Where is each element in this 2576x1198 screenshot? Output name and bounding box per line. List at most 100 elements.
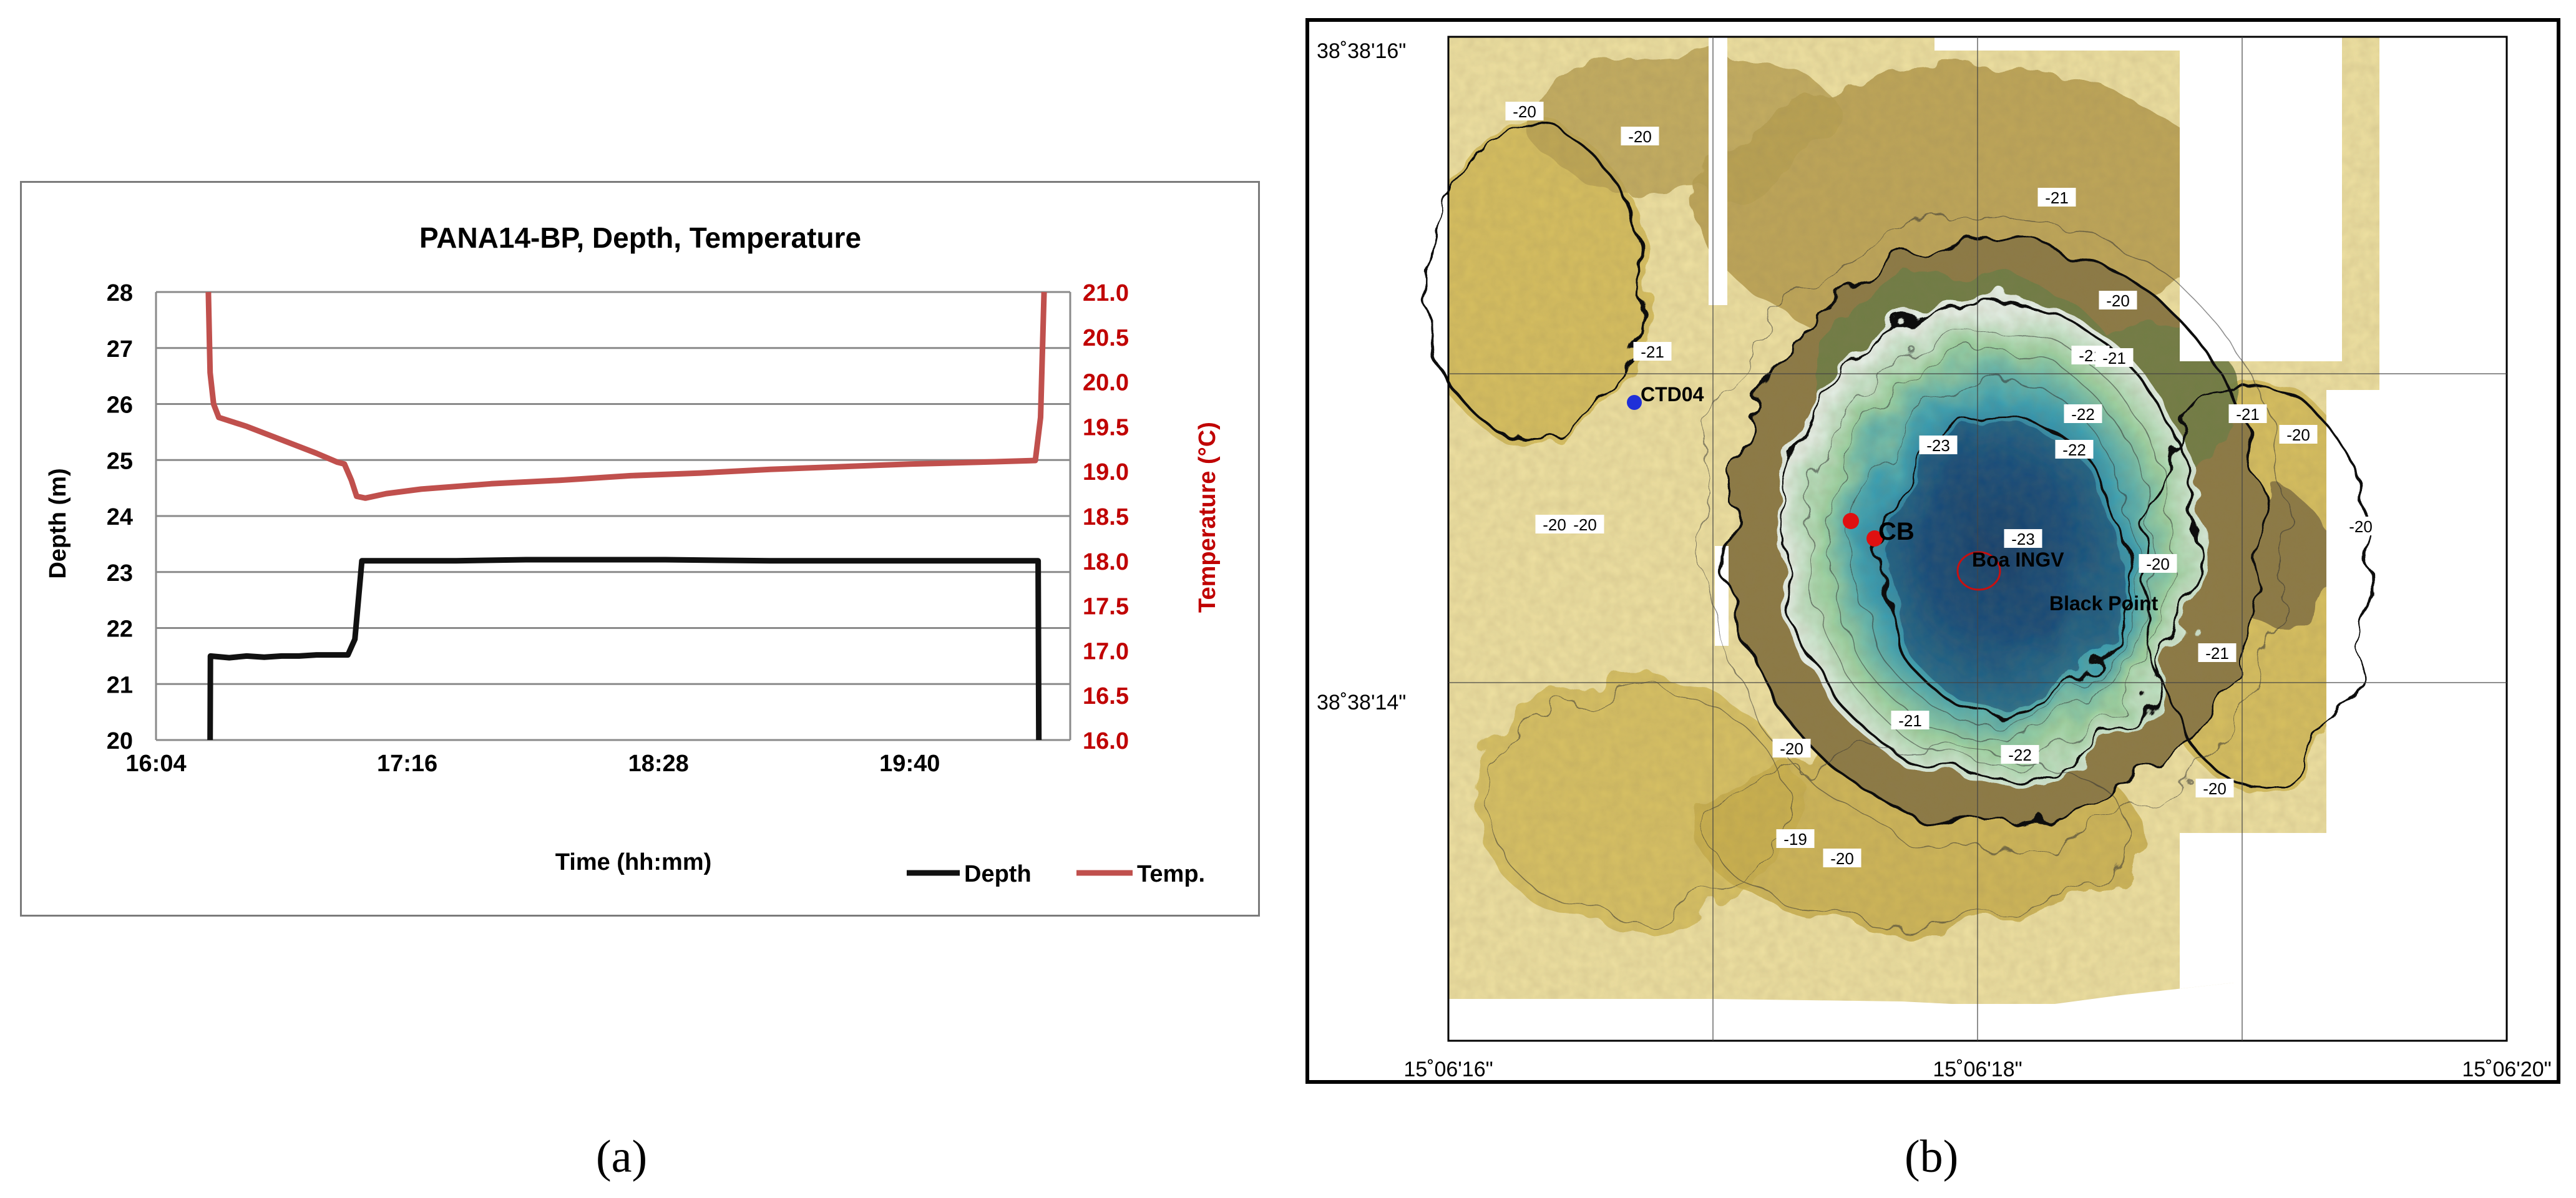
x-axis-label: Time (hh:mm) (555, 849, 712, 875)
contour-label: -21 (2045, 188, 2069, 207)
right-axis-ticks: 16.0 16.5 17.0 17.5 18.0 18.5 19.0 19.5 20.0 20.5… (1083, 280, 1129, 754)
legend: Depth Temp. (907, 861, 1205, 887)
y2-tick-label: 17.5 (1083, 594, 1129, 620)
contour-label: -20 (1628, 127, 1652, 146)
contour-label: -20 (1513, 102, 1536, 121)
y-tick-label: 27 (107, 336, 133, 363)
y-tick-label: 25 (107, 448, 133, 474)
contour-label: -20 (1573, 515, 1597, 534)
contour-label: -19 (1783, 830, 1807, 849)
series-line-temp (205, 291, 1047, 501)
site-black-point: Black Point (2049, 592, 2159, 615)
lon-label-right: 15˚06'20" (2462, 1058, 2551, 1080)
x-tick-label: 18:28 (628, 751, 689, 777)
x-tick-label: 17:16 (377, 751, 437, 777)
chart-panel-a: PANA14-BP, Depth, Temperature 20 21 22 23 24… (20, 181, 1260, 917)
series-line-depth (207, 557, 1042, 741)
contour-label: -21 (2236, 405, 2260, 424)
contour-label-box (2064, 404, 2102, 423)
y-tick-label: 22 (107, 616, 133, 643)
map-panel-b: 38˚38'16" 38˚38'14" 15˚06'16" 15˚06'18" … (1305, 18, 2560, 1084)
series-lines (205, 291, 1047, 741)
caption-b: (b) (1905, 1131, 1959, 1182)
contour-label-box (2198, 643, 2237, 662)
y-tick-label: 23 (107, 560, 133, 587)
contour-label-box (2341, 517, 2380, 535)
contour-label-box (2055, 440, 2094, 459)
depth-temperature-chart: PANA14-BP, Depth, Temperature 20 21 22 23 24… (45, 222, 1221, 887)
contour-label: -20 (1543, 515, 1566, 534)
contour-label-box (2095, 348, 2134, 367)
y2-tick-label: 20.0 (1083, 370, 1129, 396)
contour-label-box (1776, 829, 1815, 848)
station-cb: CB (1843, 513, 1915, 547)
y2-tick-label: 18.0 (1083, 549, 1129, 575)
contour-label: -21 (2102, 349, 2126, 368)
y2-tick-label: 19.0 (1083, 459, 1129, 485)
lon-label-mid: 15˚06'18" (1933, 1058, 2022, 1080)
left-axis-ticks: 20 21 22 23 24 25 26 27 28 (107, 280, 133, 754)
contour-label-box (2001, 745, 2039, 764)
x-tick-label: 19:40 (879, 751, 940, 777)
lon-label-left: 15˚06'16" (1403, 1058, 1493, 1080)
site-boa-ingv: Boa INGV (1972, 548, 2064, 571)
graticule (1448, 37, 2507, 1041)
contour-label: -20 (2146, 555, 2170, 573)
contour-label-box (2139, 554, 2177, 573)
y2-tick-label: 16.5 (1083, 683, 1129, 709)
y2-tick-label: 17.0 (1083, 638, 1129, 665)
contour-label-box (2279, 425, 2318, 444)
boa-ingv-marker (1956, 551, 2001, 591)
station-cb-label: CB (1878, 518, 1915, 545)
contour-label: -20 (1830, 849, 1854, 868)
contour-label: -20 (2106, 291, 2130, 310)
contour-label: -20 (2286, 426, 2310, 444)
legend-temp-label: Temp. (1137, 861, 1205, 887)
lat-label-top: 38˚38'16" (1317, 39, 1406, 63)
y2-tick-label: 19.5 (1083, 414, 1129, 441)
bathymetry-map: 38˚38'16" 38˚38'14" 15˚06'16" 15˚06'18" … (1317, 36, 2552, 1081)
y-tick-label: 28 (107, 280, 133, 306)
contour-label-box (2037, 188, 2076, 207)
contour-label-box (2099, 291, 2137, 309)
contour-label-box (2195, 779, 2234, 797)
contour-label-box (1505, 102, 1544, 120)
contour-lines (1427, 127, 2371, 828)
contour-label-box (2004, 529, 2042, 548)
contour-label: -23 (1926, 436, 1950, 455)
contour-label: -22 (2008, 746, 2032, 764)
contour-label-box (1891, 711, 1930, 729)
chart-title: PANA14-BP, Depth, Temperature (419, 222, 861, 254)
contour-label-box (2228, 404, 2267, 423)
contour-label: -22 (2071, 405, 2095, 424)
cb-marker-1 (1843, 513, 1859, 529)
contour-label-box (1772, 739, 1811, 757)
contour-label: -21 (1898, 711, 1922, 730)
contour-label-box (1919, 436, 1958, 454)
y-axis-label: Depth (m) (45, 468, 71, 578)
y-tick-label: 26 (107, 392, 133, 419)
contour-label-box (1823, 849, 1861, 867)
contour-label-box (1633, 342, 1672, 361)
contour-label: -21 (1641, 343, 1664, 361)
y2-tick-label: 16.0 (1083, 728, 1129, 754)
contour-label: -20 (2203, 779, 2227, 798)
contour-labels: -20-20-21-21-20-21-22-23 -22-21-20-20-20-… (1505, 102, 2380, 868)
station-ctd04: CTD04 (1627, 383, 1704, 410)
contour-label-box (1621, 127, 1659, 145)
y-tick-label: 21 (107, 672, 133, 698)
contour-label: -22 (2062, 441, 2086, 459)
station-ctd04-label: CTD04 (1641, 383, 1704, 406)
cb-marker-2 (1866, 530, 1883, 547)
legend-depth-label: Depth (964, 861, 1032, 887)
map-surface (1448, 37, 2379, 1008)
contour-label-box (1566, 515, 1604, 533)
x-axis-ticks: 16:04 17:16 18:28 19:40 (125, 751, 940, 777)
x-tick-label: 16:04 (125, 751, 186, 777)
y2-axis-label: Temperature (°C) (1194, 422, 1221, 613)
caption-a: (a) (596, 1131, 648, 1182)
y-tick-label: 20 (107, 728, 133, 754)
y2-tick-label: 18.5 (1083, 504, 1129, 530)
y2-tick-label: 20.5 (1083, 325, 1129, 351)
grid-lines (155, 291, 1071, 741)
